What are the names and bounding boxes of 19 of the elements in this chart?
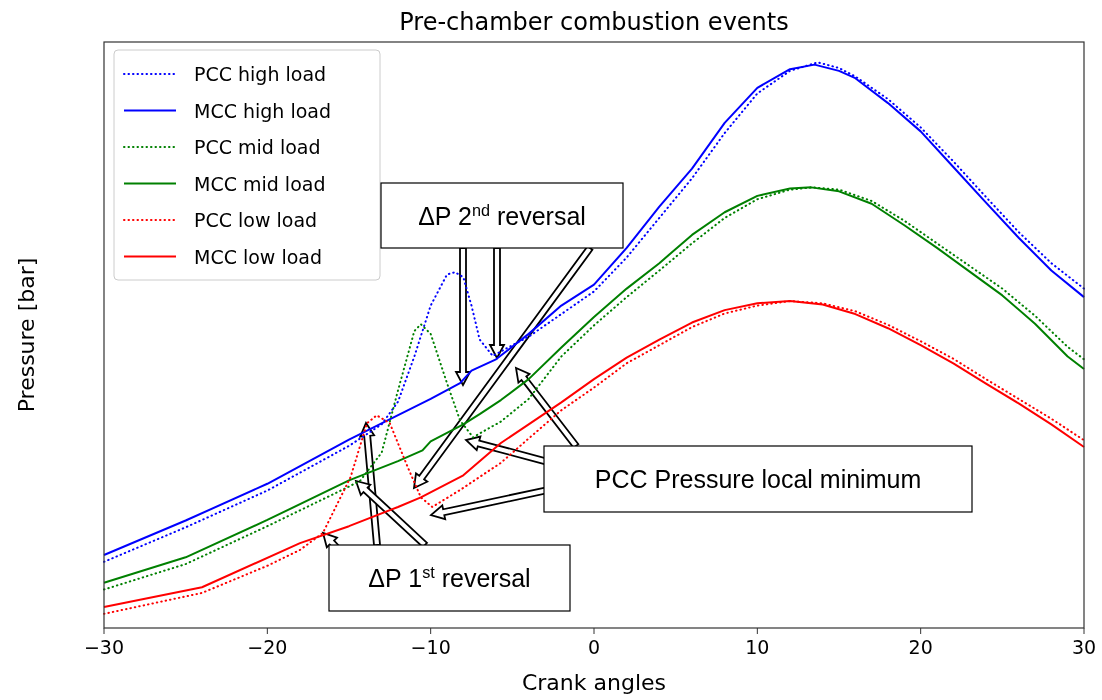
legend-label: PCC low load — [194, 209, 318, 231]
x-tick-label: 30 — [1071, 636, 1097, 658]
legend-label: MCC high load — [194, 99, 332, 122]
x-tick-label: 0 — [587, 636, 601, 658]
x-tick-label: −20 — [247, 636, 288, 658]
chart-title: Pre-chamber combustion events — [399, 8, 789, 36]
x-tick-label: 20 — [908, 636, 933, 658]
legend-label: PCC high load — [194, 63, 327, 85]
x-tick-label: −10 — [410, 636, 451, 658]
legend-label: MCC low load — [194, 245, 323, 268]
annotation: ΔP 2$^{nd}$ reversal — [418, 200, 586, 230]
annotation: ΔP 1$^{st}$ reversal — [368, 563, 531, 592]
x-axis-title: Crank angles — [521, 670, 667, 695]
x-tick-label: −30 — [83, 636, 125, 658]
legend-label: MCC mid load — [194, 172, 326, 195]
legend-label: PCC mid load — [194, 136, 321, 158]
x-tick-label: 10 — [745, 636, 770, 658]
y-axis-title: Pressure [bar] — [14, 257, 39, 413]
annotation: PCC Pressure local minimum — [594, 465, 922, 493]
